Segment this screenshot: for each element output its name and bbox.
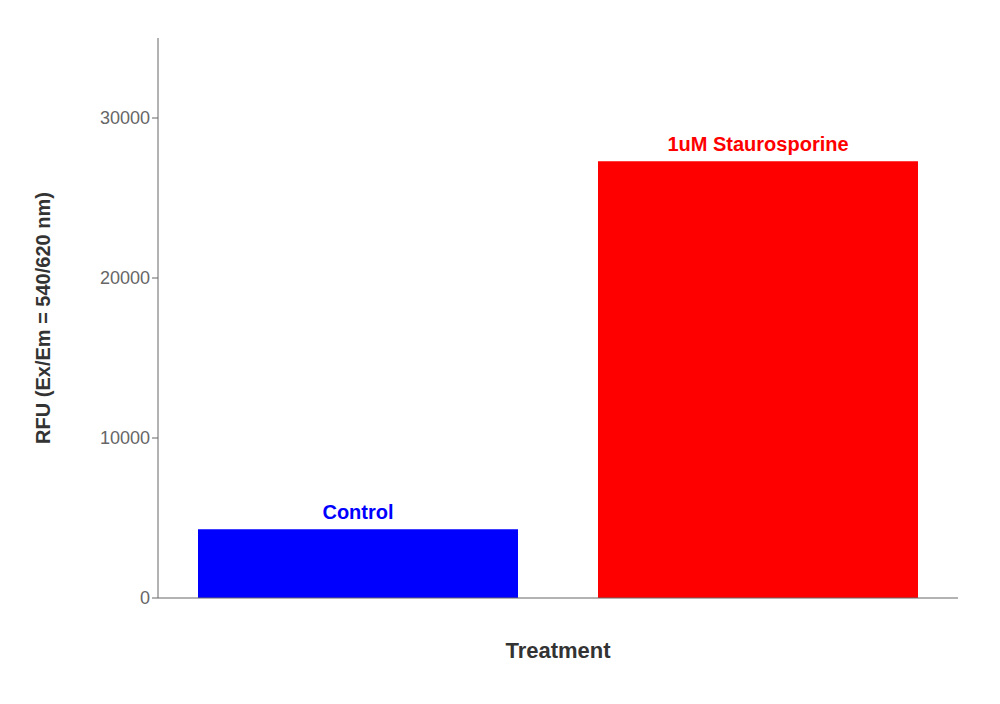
svg-text:Control: Control (322, 501, 393, 523)
svg-text:20000: 20000 (100, 268, 150, 288)
svg-text:Treatment: Treatment (505, 638, 611, 663)
svg-text:10000: 10000 (100, 428, 150, 448)
svg-text:0: 0 (140, 588, 150, 608)
svg-text:RFU (Ex/Em = 540/620 nm): RFU (Ex/Em = 540/620 nm) (32, 192, 54, 444)
svg-text:1uM Staurosporine: 1uM Staurosporine (667, 133, 848, 155)
svg-text:30000: 30000 (100, 108, 150, 128)
